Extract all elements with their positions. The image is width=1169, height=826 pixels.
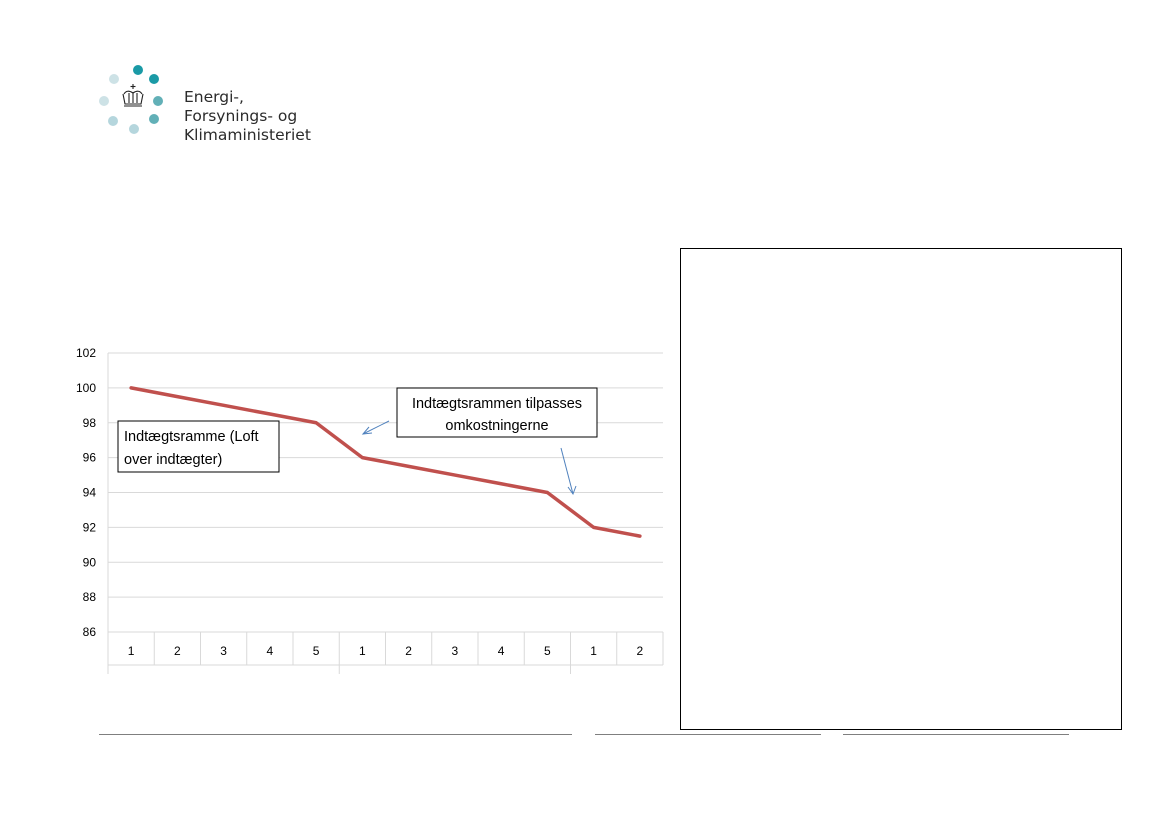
crown-icon bbox=[122, 84, 144, 107]
logo-dot bbox=[108, 116, 118, 126]
empty-text-box bbox=[680, 248, 1122, 730]
logo-dots bbox=[99, 65, 163, 134]
logo-dot bbox=[153, 96, 163, 106]
annotation-label: Indtægtsramme (Loft bbox=[124, 429, 259, 445]
x-tick-label: 2 bbox=[174, 644, 181, 658]
annotation-label: Indtægtsrammen tilpasses bbox=[412, 396, 582, 412]
logo-dot bbox=[129, 124, 139, 134]
y-tick-label: 102 bbox=[76, 346, 96, 360]
x-tick-label: 5 bbox=[544, 644, 551, 658]
revenue-cap-chart: 86 88 90 92 94 96 98 100 102 1 2 3 4 5 1 2 3 4 5 1 2 Indtægts… bbox=[76, 346, 664, 674]
x-tick-label: 1 bbox=[590, 644, 597, 658]
footer-rule bbox=[595, 734, 821, 735]
x-tick-label: 1 bbox=[359, 644, 366, 658]
annotation-label: omkostningerne bbox=[445, 418, 548, 434]
y-tick-label: 96 bbox=[83, 451, 97, 465]
logo-dot bbox=[109, 74, 119, 84]
ministry-name-line: Klimaministeriet bbox=[184, 126, 311, 144]
y-tick-label: 92 bbox=[83, 520, 97, 534]
footer-rule bbox=[843, 734, 1069, 735]
y-tick-label: 86 bbox=[83, 625, 97, 639]
logo-dot bbox=[149, 114, 159, 124]
y-tick-label: 98 bbox=[83, 416, 97, 430]
ministry-name: Energi-, Forsynings- og Klimaministeriet bbox=[184, 88, 311, 145]
logo-dot bbox=[99, 96, 109, 106]
logo-dot bbox=[149, 74, 159, 84]
y-tick-label: 100 bbox=[76, 381, 96, 395]
ministry-logo: Energi-, Forsynings- og Klimaministeriet bbox=[96, 62, 336, 152]
y-tick-label: 94 bbox=[83, 486, 97, 500]
annotation-box bbox=[117, 420, 280, 473]
annotation-arrow bbox=[362, 420, 390, 435]
x-tick-label: 4 bbox=[498, 644, 505, 658]
annotation-arrow bbox=[560, 447, 574, 495]
annotation-box bbox=[396, 387, 598, 438]
x-tick-label: 1 bbox=[128, 644, 135, 658]
ministry-name-line: Forsynings- og bbox=[184, 107, 298, 125]
logo-dot bbox=[133, 65, 143, 75]
annotation-arrow-head bbox=[361, 426, 373, 435]
x-tick-label: 3 bbox=[452, 644, 459, 658]
y-tick-label: 88 bbox=[83, 590, 97, 604]
ministry-name-line: Energi-, bbox=[184, 88, 244, 106]
x-tick-label: 4 bbox=[267, 644, 274, 658]
annotation-label: over indtægter) bbox=[124, 452, 222, 468]
y-tick-label: 90 bbox=[83, 555, 97, 569]
series-line bbox=[129, 386, 642, 538]
annotation-arrow-head bbox=[567, 485, 577, 496]
x-tick-label: 2 bbox=[637, 644, 644, 658]
x-tick-label: 3 bbox=[220, 644, 227, 658]
x-tick-label: 2 bbox=[405, 644, 412, 658]
x-tick-label: 5 bbox=[313, 644, 320, 658]
footer-rule bbox=[99, 734, 572, 735]
